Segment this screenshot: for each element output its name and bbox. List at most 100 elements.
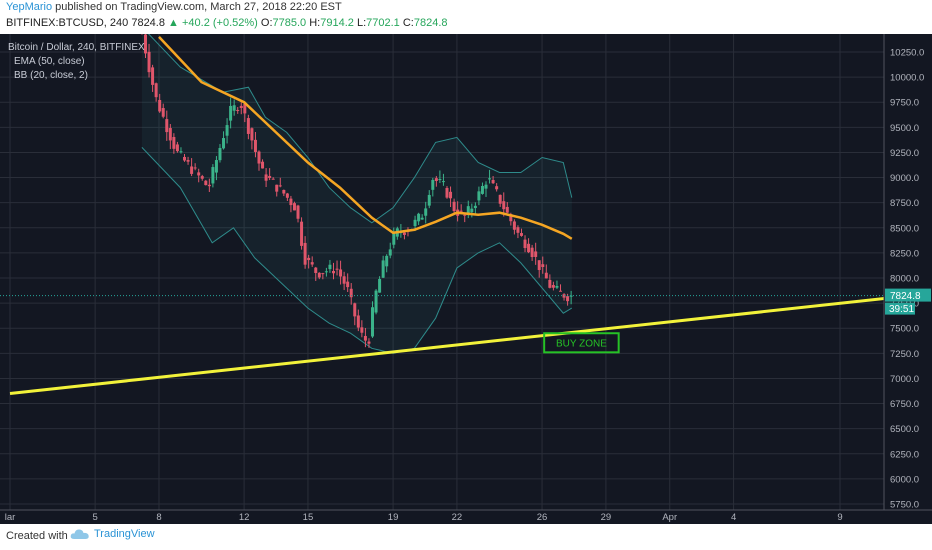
candle-body — [424, 208, 428, 216]
price-axis[interactable]: 10250.0 10000.0 9750.0 9500.0 9250.0 9000.0 87… — [883, 34, 932, 524]
time-axis[interactable]: lar 5 8 12 15 19 22 26 29 Apr 4 9 — [0, 509, 932, 523]
candle-body — [431, 179, 435, 190]
candle-body — [569, 295, 573, 297]
candle-body — [218, 148, 222, 161]
candle-body — [303, 242, 307, 265]
candle-body — [339, 269, 343, 277]
x-tick-label: 8 — [156, 512, 161, 523]
candle-body — [275, 184, 279, 192]
candle-body — [147, 51, 151, 73]
candle-body — [374, 290, 378, 313]
candle-body — [385, 255, 389, 267]
candle-body — [229, 105, 233, 121]
created-with: Created with — [6, 530, 68, 542]
candle-body — [225, 125, 229, 136]
candle-body — [459, 210, 463, 212]
low-value: 7702.1 — [366, 17, 400, 29]
candle-body — [186, 160, 190, 162]
x-tick-label: 26 — [537, 512, 548, 523]
buy-zone[interactable]: BUY ZONE — [543, 332, 620, 354]
trendline[interactable] — [9, 292, 926, 396]
candle-body — [470, 208, 474, 213]
candle-body — [566, 296, 570, 302]
candle-body — [282, 189, 286, 194]
candle-body — [346, 281, 350, 288]
tradingview-cloud-icon — [70, 529, 89, 539]
candle-body — [204, 180, 208, 186]
candle-body — [172, 136, 176, 149]
buy-zone-box[interactable] — [543, 332, 620, 354]
candle-body — [413, 219, 417, 227]
y-tick-label: 5750.0 — [890, 500, 919, 511]
y-tick-label: 9000.0 — [890, 173, 919, 184]
candle-body — [512, 221, 516, 230]
y-tick-label: 6000.0 — [890, 474, 919, 485]
high-value: 7914.2 — [320, 17, 354, 29]
candle-body — [495, 186, 499, 190]
candle-body — [434, 178, 438, 181]
candle-body — [214, 160, 218, 173]
x-tick-label: 9 — [837, 512, 842, 523]
y-tick-label: 6250.0 — [890, 449, 919, 460]
buy-zone-label: BUY ZONE — [556, 338, 607, 349]
candle-body — [438, 179, 442, 181]
x-tick-label: Apr — [662, 512, 677, 523]
price-chart[interactable]: BUY ZONE 10250.0 10000.0 9750.0 9500.0 9250.… — [0, 11, 932, 524]
author-link[interactable]: YepMario — [6, 1, 53, 13]
candle-body — [268, 175, 272, 178]
y-tick-label: 9250.0 — [890, 148, 919, 159]
candle-body — [335, 268, 339, 270]
candle-body — [253, 139, 257, 152]
x-tick-label: lar — [5, 512, 16, 523]
legend-ema: EMA (50, close) — [14, 56, 85, 67]
candle-body — [356, 315, 360, 328]
candle-body — [367, 341, 371, 344]
candle-body — [491, 180, 495, 184]
tradingview-name[interactable]: TradingView — [94, 528, 155, 540]
candle-body — [505, 206, 509, 213]
candle-body — [417, 213, 421, 222]
candle-body — [534, 251, 538, 257]
candle-body — [296, 205, 300, 219]
candle-body — [183, 156, 187, 161]
candle-body — [466, 206, 470, 216]
candle-body — [551, 285, 555, 288]
candle-body — [452, 201, 456, 212]
candle-body — [548, 279, 552, 288]
y-tick-label: 10000.0 — [890, 73, 924, 84]
x-tick-label: 4 — [731, 512, 736, 523]
publish-info: published on TradingView.com, March 27, … — [55, 1, 342, 13]
candle-body — [527, 243, 531, 253]
price-tag: 7824.8 39:51 — [885, 288, 931, 315]
candle-body — [207, 184, 211, 187]
candle-body — [477, 191, 481, 201]
candle-body — [388, 249, 392, 256]
candle-body — [445, 187, 449, 198]
ohlc-line: BITFINEX:BTCUSD, 240 7824.8 ▲ +40.2 (+0.… — [6, 17, 448, 29]
tradingview-brand[interactable]: TradingView — [70, 527, 155, 541]
candle-body — [541, 264, 545, 268]
y-tick-label: 7250.0 — [890, 349, 919, 360]
candle-body — [168, 128, 172, 141]
candle-body — [463, 214, 467, 216]
candle-body — [257, 151, 261, 164]
candle-body — [243, 103, 247, 114]
price-change: ▲ +40.2 (+0.52%) — [168, 17, 258, 29]
candle-body — [278, 185, 282, 187]
candle-body — [544, 272, 548, 279]
chart-area[interactable]: BUY ZONE 10250.0 10000.0 9750.0 9500.0 9250.… — [0, 11, 932, 524]
candle-body — [449, 191, 453, 199]
bb-lower-line — [141, 147, 573, 354]
x-tick-label: 29 — [601, 512, 612, 523]
publish-line: YepMario published on TradingView.com, M… — [6, 1, 342, 13]
candle-body — [292, 203, 296, 211]
timer-value: 39:51 — [889, 304, 914, 315]
y-tick-label: 7000.0 — [890, 374, 919, 385]
candle-body — [310, 262, 314, 265]
candle-body — [480, 185, 484, 194]
y-tick-label: 8000.0 — [890, 274, 919, 285]
last-price: 7824.8 — [131, 17, 165, 29]
y-tick-label: 7500.0 — [890, 324, 919, 335]
grid — [0, 34, 884, 510]
candle-body — [324, 271, 328, 273]
